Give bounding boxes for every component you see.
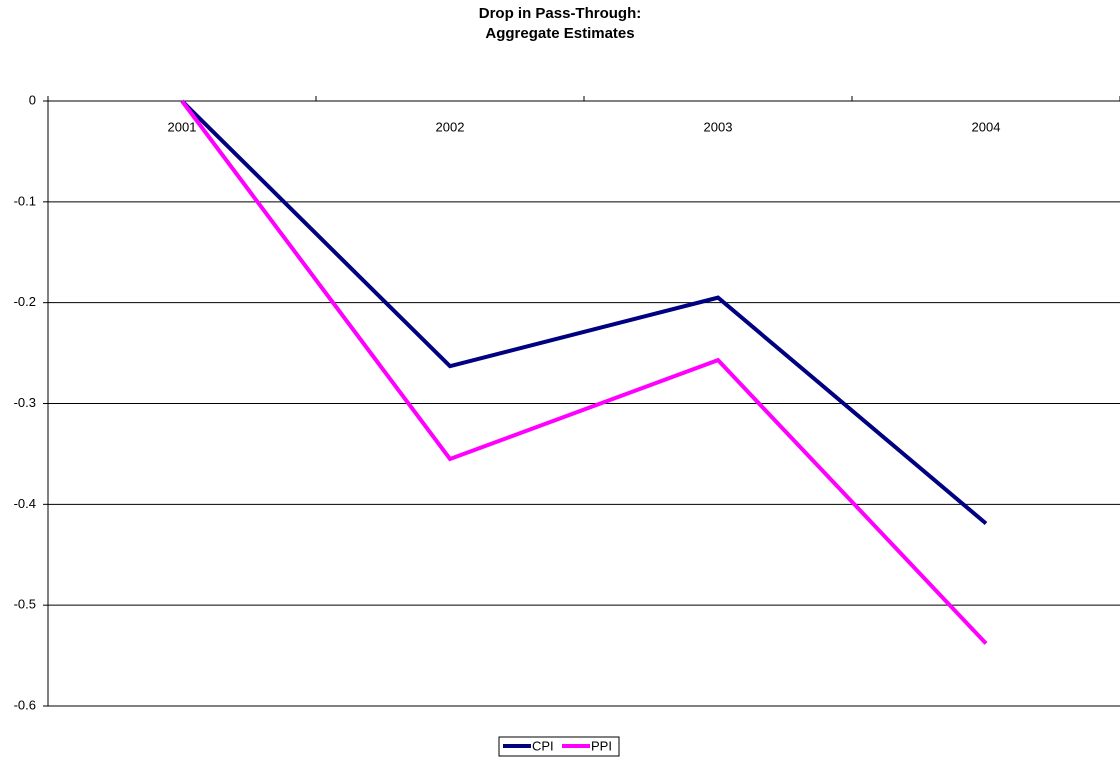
legend-label: CPI [532,738,554,753]
x-tick-label: 2003 [704,119,733,134]
y-tick-label: -0.1 [14,193,36,208]
y-tick-label: -0.5 [14,597,36,612]
chart-title: Drop in Pass-Through: [479,5,642,22]
y-tick-label: -0.3 [14,395,36,410]
y-tick-label: -0.6 [14,697,36,712]
y-tick-label: 0 [29,92,36,107]
y-tick-label: -0.2 [14,294,36,309]
x-tick-label: 2001 [168,119,197,134]
x-tick-label: 2002 [436,119,465,134]
series-line [180,99,988,526]
legend-label: PPI [591,738,612,753]
x-tick-label: 2004 [972,119,1001,134]
series-line [180,99,988,645]
y-tick-label: -0.4 [14,496,36,511]
legend: CPI PPI [498,736,620,757]
chart-title: Aggregate Estimates [485,25,634,42]
legend-box [498,736,620,757]
